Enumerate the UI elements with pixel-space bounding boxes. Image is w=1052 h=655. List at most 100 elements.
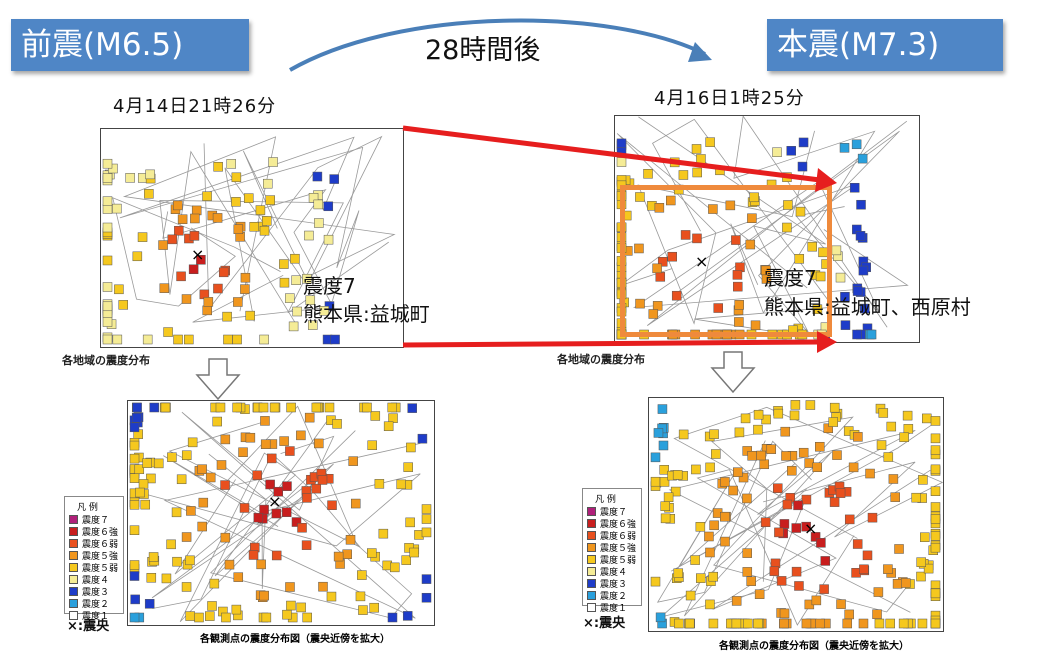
station-marker [181, 450, 192, 460]
station-marker [249, 221, 260, 232]
station-marker [378, 528, 389, 539]
station-marker [930, 588, 941, 599]
mainshock-date: 4月16日1時25分 [654, 88, 805, 109]
station-marker [323, 201, 334, 212]
station-marker [704, 531, 714, 542]
station-marker [345, 535, 356, 545]
station-marker [138, 479, 149, 489]
station-marker [798, 447, 809, 458]
station-marker [374, 479, 385, 489]
station-marker [801, 494, 812, 505]
legend-title: 凡 例 [77, 503, 98, 513]
legend-swatch [587, 578, 596, 588]
station-marker [271, 550, 282, 561]
station-marker [797, 161, 808, 172]
station-marker [866, 329, 877, 340]
station-marker [671, 290, 682, 301]
coastline [730, 116, 888, 328]
station-marker [317, 475, 328, 485]
station-marker [216, 460, 227, 470]
legend-swatch [587, 506, 596, 516]
station-marker [874, 618, 885, 629]
station-marker [829, 497, 840, 507]
station-marker [149, 402, 159, 413]
station-marker [794, 254, 805, 264]
station-marker [421, 592, 432, 603]
station-marker [232, 334, 242, 345]
station-marker [163, 327, 173, 337]
station-marker [829, 402, 840, 413]
station-marker [161, 573, 172, 584]
station-marker [176, 271, 186, 282]
legend-swatch [69, 586, 78, 596]
station-marker [112, 334, 123, 345]
station-marker [142, 334, 153, 345]
station-marker [102, 173, 113, 183]
station-marker [844, 514, 855, 525]
foreshock-epicenter-label: ×:震央 [67, 619, 110, 634]
station-marker [118, 300, 128, 310]
station-marker [916, 571, 926, 582]
station-marker [129, 453, 140, 464]
station-marker [288, 321, 299, 332]
station-marker [903, 424, 914, 434]
station-marker [177, 214, 188, 224]
station-marker [196, 255, 206, 265]
station-marker [102, 158, 113, 169]
station-marker [659, 477, 670, 487]
station-marker [261, 612, 272, 623]
station-marker [108, 163, 118, 174]
station-marker [791, 523, 801, 533]
station-marker [720, 511, 730, 522]
station-marker [657, 404, 668, 414]
station-marker [761, 414, 771, 425]
station-marker [678, 429, 689, 440]
station-marker [857, 153, 868, 164]
station-marker [652, 263, 662, 274]
legend-label: 震度１ [600, 603, 628, 614]
station-marker [302, 273, 312, 284]
station-marker [253, 512, 264, 523]
station-marker [930, 486, 941, 496]
station-marker [670, 486, 681, 497]
coastline [668, 430, 916, 617]
station-marker [324, 301, 335, 311]
epicenter-marker: × [268, 492, 281, 511]
station-marker [801, 521, 811, 532]
station-marker [221, 612, 231, 623]
station-marker [286, 402, 296, 413]
station-marker [167, 234, 178, 245]
station-marker [900, 578, 911, 588]
station-marker [265, 479, 275, 490]
station-marker [835, 272, 846, 283]
legend-title: 凡 例 [595, 495, 616, 505]
legend-item: 震度２ [69, 597, 119, 610]
station-marker [930, 445, 941, 455]
legend-item: 震度４ [69, 573, 119, 586]
station-marker [421, 504, 432, 514]
station-marker [285, 293, 295, 303]
station-marker [733, 281, 743, 292]
coastline [162, 188, 334, 323]
station-marker [129, 525, 140, 535]
station-marker [807, 241, 817, 252]
station-marker [255, 205, 266, 215]
station-marker [842, 618, 853, 629]
station-marker [848, 462, 859, 473]
station-marker [876, 440, 887, 450]
station-marker [852, 286, 863, 296]
legend-swatch [69, 598, 78, 608]
station-marker [357, 570, 367, 580]
legend-swatch [69, 550, 78, 560]
station-marker [173, 334, 183, 345]
station-marker [314, 218, 324, 228]
mainshock-detail-map: × [648, 397, 944, 632]
station-marker [844, 609, 854, 620]
station-marker [311, 483, 322, 494]
station-marker [194, 612, 204, 623]
station-marker [747, 451, 757, 461]
station-marker [922, 413, 932, 424]
station-marker [911, 492, 921, 503]
legend-item: 震度６弱 [587, 529, 637, 542]
station-marker [793, 500, 803, 511]
